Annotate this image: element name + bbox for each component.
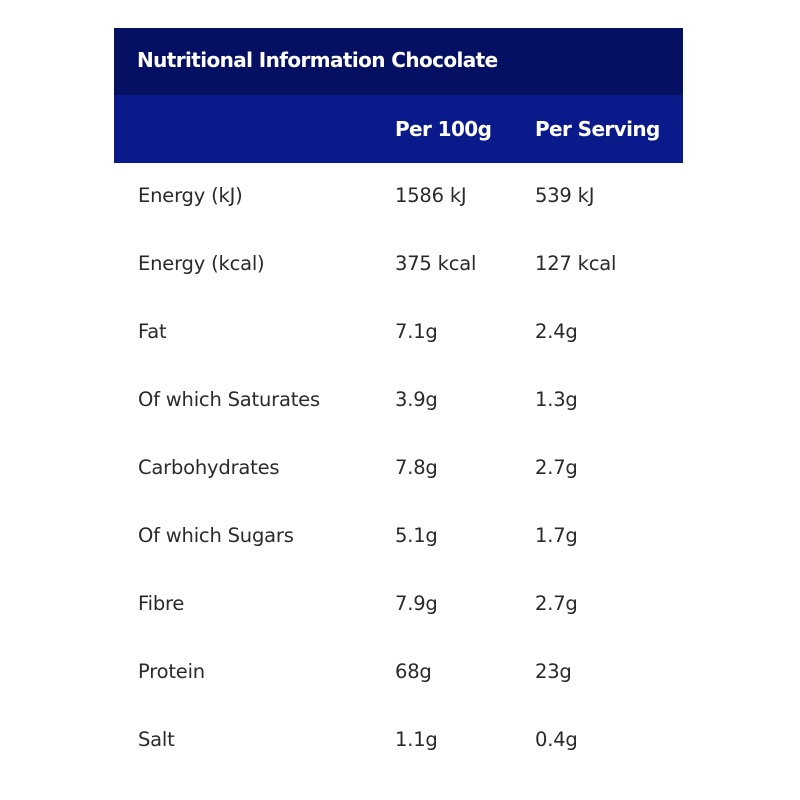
row-label: Salt <box>138 728 175 751</box>
row-value-per-100g: 68g <box>395 660 432 683</box>
table-row-fibre: Fibre 7.9g 2.7g <box>114 571 683 639</box>
row-value-per-serving: 2.4g <box>535 320 578 343</box>
column-header-per-serving: Per Serving <box>535 117 660 141</box>
row-label: Of which Sugars <box>138 524 294 547</box>
table-row-saturates: Of which Saturates 3.9g 1.3g <box>114 367 683 435</box>
table-row-fat: Fat 7.1g 2.4g <box>114 299 683 367</box>
table-row-carbohydrates: Carbohydrates 7.8g 2.7g <box>114 435 683 503</box>
row-label: Energy (kJ) <box>138 184 243 207</box>
row-value-per-serving: 2.7g <box>535 592 578 615</box>
table-title-bar: Nutritional Information Chocolate <box>114 28 683 95</box>
column-header-per-100g: Per 100g <box>395 117 492 141</box>
table-row-energy-kcal: Energy (kcal) 375 kcal 127 kcal <box>114 231 683 299</box>
row-value-per-serving: 1.7g <box>535 524 578 547</box>
row-label: Carbohydrates <box>138 456 280 479</box>
row-value-per-serving: 1.3g <box>535 388 578 411</box>
row-value-per-100g: 3.9g <box>395 388 438 411</box>
row-label: Energy (kcal) <box>138 252 265 275</box>
table-row-protein: Protein 68g 23g <box>114 639 683 707</box>
table-row-sugars: Of which Sugars 5.1g 1.7g <box>114 503 683 571</box>
row-value-per-serving: 539 kJ <box>535 184 595 207</box>
row-value-per-serving: 23g <box>535 660 572 683</box>
row-label: Of which Saturates <box>138 388 320 411</box>
row-label: Protein <box>138 660 205 683</box>
table-row-salt: Salt 1.1g 0.4g <box>114 707 683 775</box>
column-header-row: Per 100g Per Serving <box>114 95 683 163</box>
row-value-per-100g: 7.9g <box>395 592 438 615</box>
row-value-per-100g: 375 kcal <box>395 252 477 275</box>
row-value-per-100g: 1586 kJ <box>395 184 467 207</box>
row-label: Fibre <box>138 592 185 615</box>
row-value-per-100g: 7.1g <box>395 320 438 343</box>
row-value-per-100g: 7.8g <box>395 456 438 479</box>
row-value-per-100g: 5.1g <box>395 524 438 547</box>
row-value-per-serving: 2.7g <box>535 456 578 479</box>
row-label: Fat <box>138 320 167 343</box>
table-row-energy-kj: Energy (kJ) 1586 kJ 539 kJ <box>114 163 683 231</box>
row-value-per-serving: 127 kcal <box>535 252 617 275</box>
row-value-per-serving: 0.4g <box>535 728 578 751</box>
row-value-per-100g: 1.1g <box>395 728 438 751</box>
nutrition-table: Nutritional Information Chocolate Per 10… <box>114 28 683 775</box>
table-title: Nutritional Information Chocolate <box>137 47 498 72</box>
